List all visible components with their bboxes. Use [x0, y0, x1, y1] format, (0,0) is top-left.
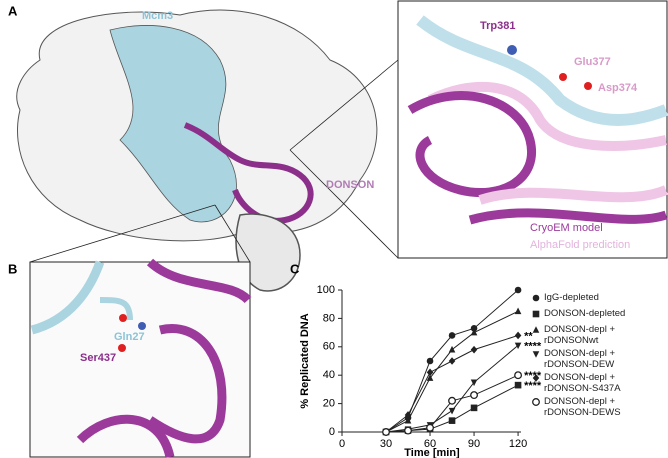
residue-label: Asp374: [598, 82, 638, 94]
series-line: [385, 310, 519, 433]
legend-label: DONSON-depl + rDONSON-DEW: [544, 348, 616, 370]
x-tick-label: 90: [468, 438, 480, 450]
x-tick-label: 30: [380, 438, 392, 450]
residue-label: Glu377: [574, 56, 611, 68]
y-tick-label: 0: [329, 426, 335, 438]
panel-label: A: [8, 3, 18, 18]
legend-label: DONSON-depl + rDONSON-S437A: [544, 372, 621, 394]
marker: [426, 423, 434, 432]
marker: [426, 368, 434, 377]
legend-entry: DONSON-depl + rDONSON-DEW: [544, 348, 616, 370]
legend-label: DONSON-depl + rDONSONwt: [544, 324, 616, 346]
marker: [470, 328, 478, 336]
y-axis-title: % Replicated DNA: [299, 313, 311, 408]
legend-entry: DONSON-depl + rDONSONwt: [544, 324, 616, 346]
y-tick-label: 40: [323, 369, 335, 381]
legend-alphafold: AlphaFold prediction: [530, 239, 630, 251]
x-tick-label: 120: [509, 438, 527, 450]
marker: [470, 391, 478, 400]
marker: [514, 331, 522, 340]
series-line: [385, 289, 519, 433]
marker: [514, 342, 522, 350]
panel-label: C: [290, 261, 300, 276]
marker: [470, 345, 478, 354]
marker: [448, 345, 456, 353]
x-tick-label: 0: [339, 438, 345, 450]
marker: [514, 286, 522, 294]
marker: [532, 326, 540, 333]
marker: [404, 416, 412, 424]
marker: [470, 404, 478, 412]
legend-entry: DONSON-depleted: [544, 308, 626, 319]
marker: [532, 294, 540, 302]
marker: [404, 411, 412, 419]
legend-entry: IgG-depleted: [544, 292, 599, 303]
donson-label: DONSON: [326, 179, 374, 191]
y-tick-label: 100: [317, 284, 335, 296]
legend-entry: DONSON-depl + rDONSON-DEWS: [544, 396, 621, 418]
y-tick-label: 80: [323, 312, 335, 324]
marker: [470, 379, 478, 387]
marker: [448, 407, 456, 415]
marker: [426, 374, 434, 381]
marker: [514, 307, 522, 315]
panel-label: B: [8, 261, 17, 276]
marker: [404, 426, 412, 435]
x-axis-title: Time [min]: [404, 447, 460, 458]
y-tick-label: 20: [323, 398, 335, 410]
marker: [448, 417, 456, 424]
marker: [532, 374, 540, 382]
legend-label: DONSON-depl + rDONSON-DEWS: [544, 396, 621, 418]
significance: ****: [524, 370, 542, 382]
legend-entry: DONSON-depl + rDONSON-S437A: [544, 372, 621, 394]
inset-b-art: [30, 258, 252, 458]
residue-label: Gln27: [114, 331, 145, 343]
residue-label: Ser437: [80, 352, 116, 364]
legend-label: DONSON-depleted: [544, 308, 626, 319]
marker: [514, 381, 522, 389]
inset-art: [407, 15, 668, 225]
legend-cryoem: CryoEM model: [530, 222, 603, 234]
marker: [382, 428, 390, 436]
marker: [448, 357, 456, 365]
mcm3-label: Mcm3: [142, 10, 173, 22]
marker: [532, 310, 540, 318]
marker: [514, 371, 523, 380]
significance: ****: [524, 380, 542, 392]
residue-label: Trp381: [480, 20, 515, 32]
marker: [532, 398, 540, 406]
legend-label: IgG-depleted: [544, 292, 599, 303]
marker: [448, 332, 456, 339]
marker: [470, 325, 478, 332]
significance: ****: [524, 340, 542, 352]
series-line: [385, 334, 519, 433]
y-tick-label: 60: [323, 341, 335, 353]
marker: [532, 351, 540, 358]
structure-a: [16, 9, 399, 292]
significance: **: [524, 330, 533, 342]
marker: [426, 357, 434, 365]
marker: [448, 396, 456, 405]
x-tick-label: 60: [424, 438, 436, 450]
